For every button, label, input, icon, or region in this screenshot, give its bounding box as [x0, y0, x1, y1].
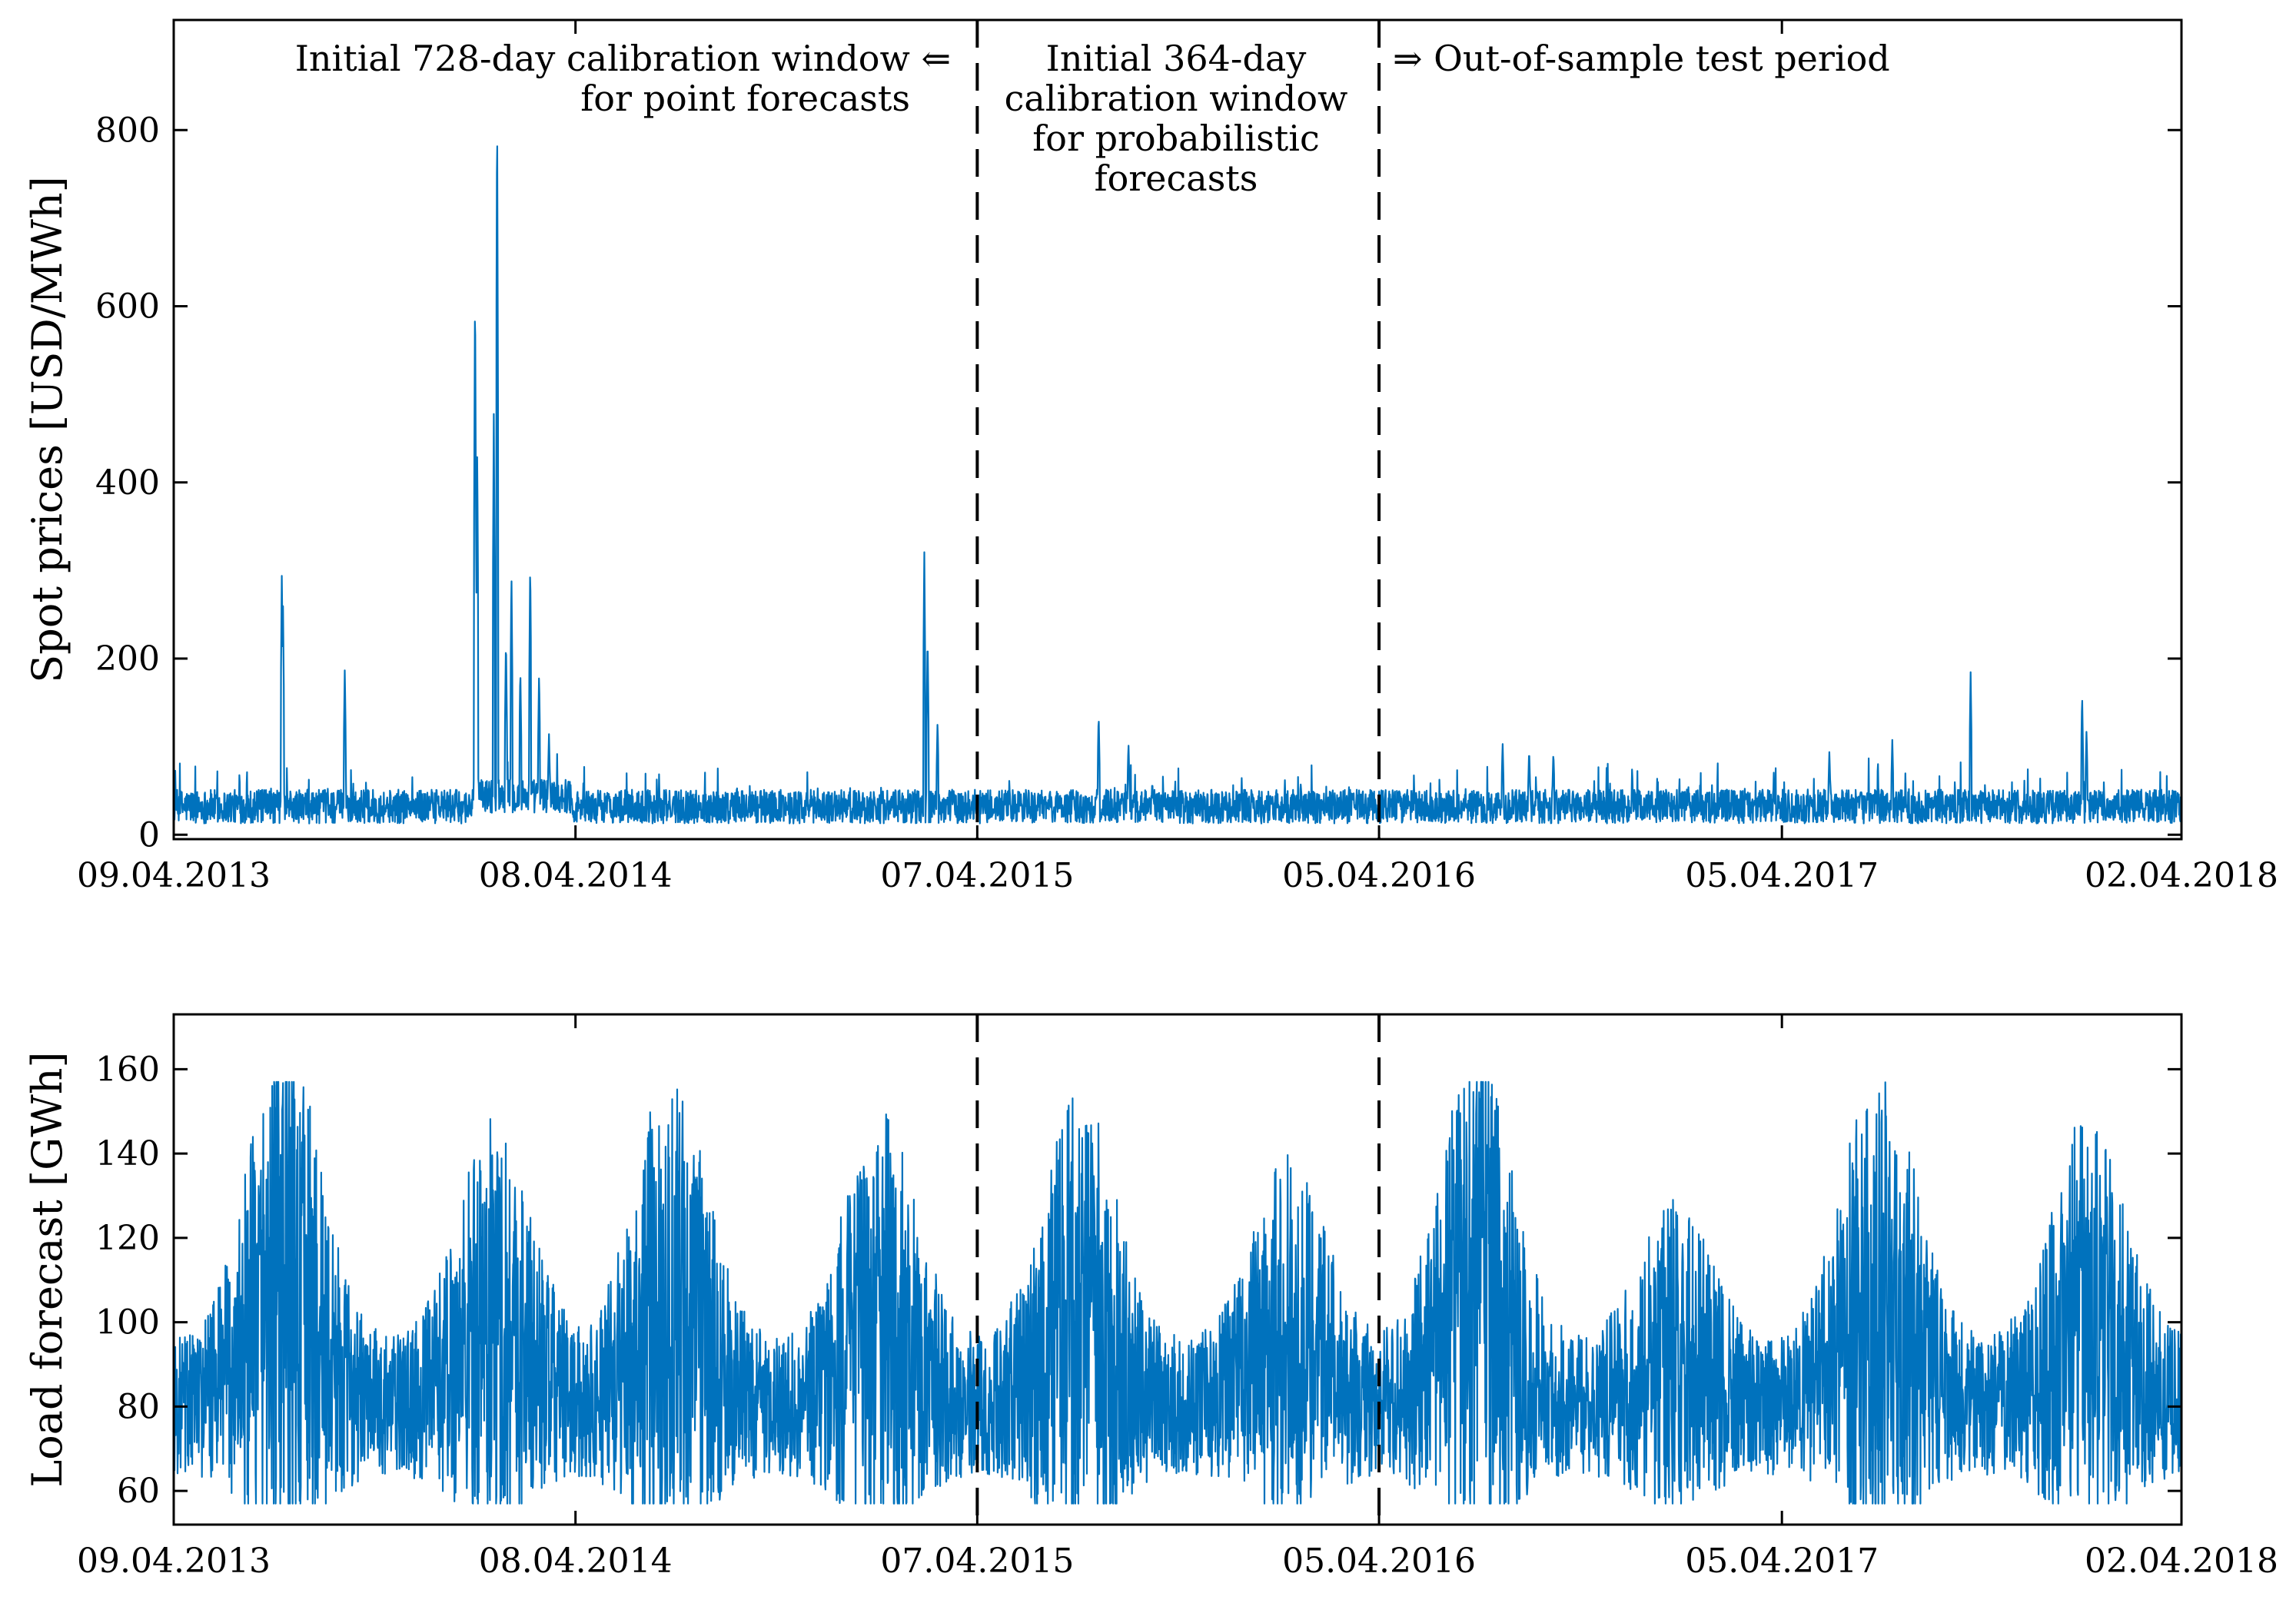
point-window-annotation-line2: for point forecasts — [580, 78, 910, 119]
y-tick-label: 160 — [95, 1050, 160, 1089]
spot-price-y-axis-label: Spot prices [USD/MWh] — [23, 176, 71, 682]
x-tick-label: 07.04.2015 — [880, 1542, 1074, 1581]
load-forecast-y-axis: 60 80 100 120 140 160 — [95, 1050, 2181, 1511]
load-forecast-x-axis: 09.04.2013 08.04.2014 07.04.2015 05.04.2016… — [77, 1014, 2278, 1581]
y-tick-label: 400 — [95, 463, 160, 503]
x-tick-label: 05.04.2017 — [1685, 1542, 1879, 1581]
y-tick-label: 0 — [138, 815, 160, 855]
prob-window-annotation-line3: for probabilistic — [1032, 118, 1319, 159]
y-tick-label: 80 — [117, 1387, 160, 1426]
y-tick-label: 140 — [95, 1134, 160, 1173]
calibration-boundary-lines — [975, 20, 1381, 839]
y-tick-label: 120 — [95, 1219, 160, 1258]
prob-window-annotation-line2: calibration window — [1005, 78, 1348, 119]
x-tick-label: 09.04.2013 — [77, 1542, 271, 1581]
y-tick-label: 60 — [117, 1472, 160, 1511]
y-tick-label: 600 — [95, 287, 160, 327]
x-tick-label: 02.04.2018 — [2085, 856, 2278, 895]
spot-price-y-axis: 0 200 400 600 800 — [95, 111, 2181, 855]
prob-window-annotation-line4: forecasts — [1095, 158, 1258, 199]
x-tick-label: 05.04.2016 — [1282, 856, 1476, 895]
load-forecast-series-line — [172, 1080, 2183, 1505]
spot-price-x-axis: 09.04.2013 08.04.2014 07.04.2015 05.04.2016… — [77, 20, 2278, 895]
spot-price-panel: 09.04.2013 08.04.2014 07.04.2015 05.04.2016… — [23, 18, 2278, 895]
test-period-annotation: ⇒ Out-of-sample test period — [1393, 38, 1890, 79]
y-tick-label: 800 — [95, 111, 160, 150]
y-tick-label: 200 — [95, 639, 160, 679]
point-window-annotation-line1: Initial 728-day calibration window ⇐ — [295, 38, 951, 79]
x-tick-label: 09.04.2013 — [77, 856, 271, 895]
spot-price-plot-frame — [172, 18, 2183, 841]
spot-price-series-line — [172, 145, 2183, 825]
load-forecast-y-axis-label: Load forecast [GWh] — [23, 1051, 71, 1487]
x-tick-label: 02.04.2018 — [2085, 1542, 2278, 1581]
load-forecast-panel: 09.04.2013 08.04.2014 07.04.2015 05.04.2016… — [23, 1013, 2278, 1581]
x-tick-label: 05.04.2016 — [1282, 1542, 1476, 1581]
y-tick-label: 100 — [95, 1303, 160, 1342]
load-forecast-plot-frame — [172, 1013, 2183, 1526]
prob-window-annotation-line1: Initial 364-day — [1046, 38, 1307, 79]
x-tick-label: 08.04.2014 — [479, 856, 673, 895]
x-tick-label: 05.04.2017 — [1685, 856, 1879, 895]
x-tick-label: 07.04.2015 — [880, 856, 1074, 895]
x-tick-label: 08.04.2014 — [479, 1542, 673, 1581]
